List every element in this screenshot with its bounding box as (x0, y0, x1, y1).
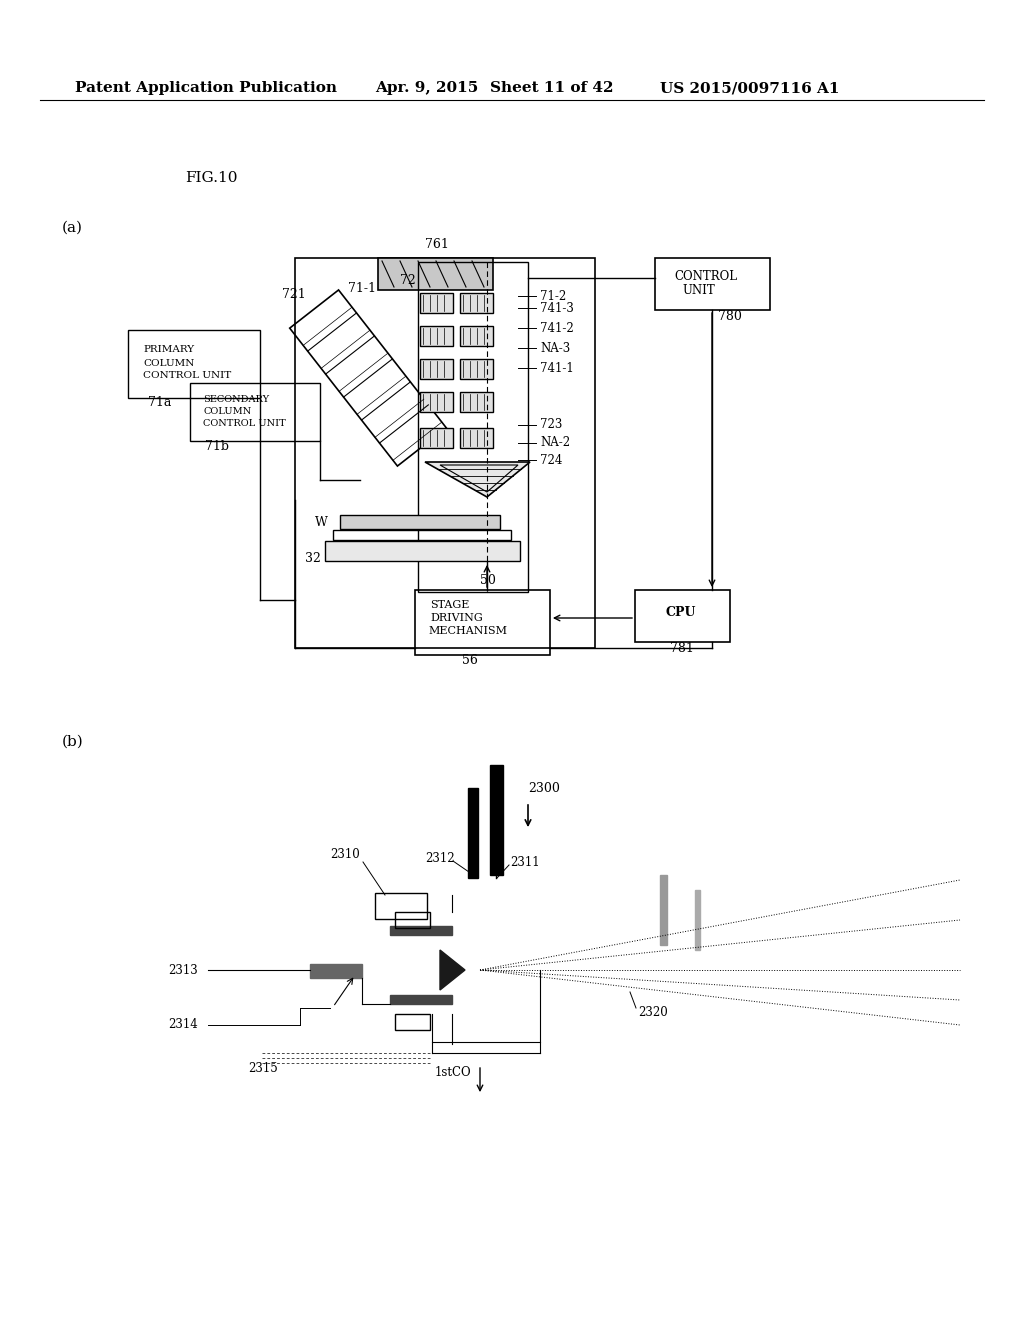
Bar (490, 766, 503, 875)
Text: US 2015/0097116 A1: US 2015/0097116 A1 (660, 81, 840, 95)
Bar (420, 326, 453, 346)
Text: CONTROL UNIT: CONTROL UNIT (203, 418, 286, 428)
Text: 761: 761 (425, 238, 449, 251)
Text: 2313: 2313 (168, 964, 198, 977)
Text: (b): (b) (62, 735, 84, 748)
Text: 71b: 71b (205, 441, 229, 454)
Bar (340, 515, 500, 529)
Text: 71a: 71a (148, 396, 171, 409)
Text: CONTROL UNIT: CONTROL UNIT (143, 371, 231, 380)
Text: CONTROL: CONTROL (674, 269, 737, 282)
Bar (333, 531, 511, 540)
Bar (190, 383, 319, 441)
Bar (468, 788, 478, 878)
Text: PRIMARY: PRIMARY (143, 346, 195, 355)
Text: 2314: 2314 (168, 1019, 198, 1031)
Bar (390, 927, 452, 935)
Text: 2311: 2311 (510, 855, 540, 869)
Text: Sheet 11 of 42: Sheet 11 of 42 (490, 81, 613, 95)
Bar (310, 964, 362, 978)
Bar (395, 1014, 430, 1030)
Text: STAGE: STAGE (430, 601, 469, 610)
Bar (635, 590, 730, 642)
Text: NA-2: NA-2 (540, 437, 570, 450)
Text: 32: 32 (305, 552, 321, 565)
Text: 780: 780 (718, 309, 741, 322)
Bar (420, 392, 453, 412)
Text: UNIT: UNIT (682, 285, 715, 297)
Bar (460, 359, 493, 379)
Text: (a): (a) (62, 220, 83, 235)
Text: DRIVING: DRIVING (430, 612, 482, 623)
Bar (375, 894, 427, 919)
Text: COLUMN: COLUMN (203, 407, 251, 416)
Text: 723: 723 (540, 418, 562, 432)
Bar (420, 293, 453, 313)
Text: 50: 50 (480, 573, 496, 586)
Bar (418, 261, 528, 591)
Polygon shape (440, 950, 465, 990)
Text: 741-2: 741-2 (540, 322, 573, 334)
Text: 2320: 2320 (638, 1006, 668, 1019)
Bar (460, 326, 493, 346)
Bar (295, 257, 595, 648)
Bar (460, 392, 493, 412)
Text: 2300: 2300 (528, 781, 560, 795)
Bar (395, 912, 430, 928)
Text: 724: 724 (540, 454, 562, 466)
Polygon shape (425, 462, 530, 498)
Text: CPU: CPU (665, 606, 695, 619)
Text: 2310: 2310 (330, 849, 359, 862)
Bar (390, 995, 452, 1005)
Bar (325, 541, 520, 561)
Text: W: W (315, 516, 328, 529)
Bar (128, 330, 260, 399)
Text: COLUMN: COLUMN (143, 359, 195, 367)
Text: NA-3: NA-3 (540, 342, 570, 355)
Bar (695, 890, 700, 950)
Text: 2315: 2315 (248, 1061, 278, 1074)
Bar (460, 293, 493, 313)
Text: 71-1: 71-1 (348, 281, 376, 294)
Text: 2312: 2312 (425, 851, 455, 865)
Text: 741-3: 741-3 (540, 301, 573, 314)
Text: 741-1: 741-1 (540, 362, 573, 375)
Text: 71-2: 71-2 (540, 289, 566, 302)
Bar (655, 257, 770, 310)
Text: 56: 56 (462, 653, 478, 667)
Text: Patent Application Publication: Patent Application Publication (75, 81, 337, 95)
Bar (420, 359, 453, 379)
Text: Apr. 9, 2015: Apr. 9, 2015 (375, 81, 478, 95)
Bar (420, 428, 453, 447)
Text: 721: 721 (282, 289, 306, 301)
Bar (460, 428, 493, 447)
Text: FIG.10: FIG.10 (185, 172, 238, 185)
Text: 1stCO: 1stCO (435, 1065, 472, 1078)
Bar (378, 257, 493, 290)
Text: 72: 72 (400, 273, 416, 286)
Text: MECHANISM: MECHANISM (428, 626, 507, 636)
Text: SECONDARY: SECONDARY (203, 395, 269, 404)
Bar (415, 590, 550, 655)
Bar (660, 875, 667, 945)
Text: 781: 781 (670, 642, 694, 655)
